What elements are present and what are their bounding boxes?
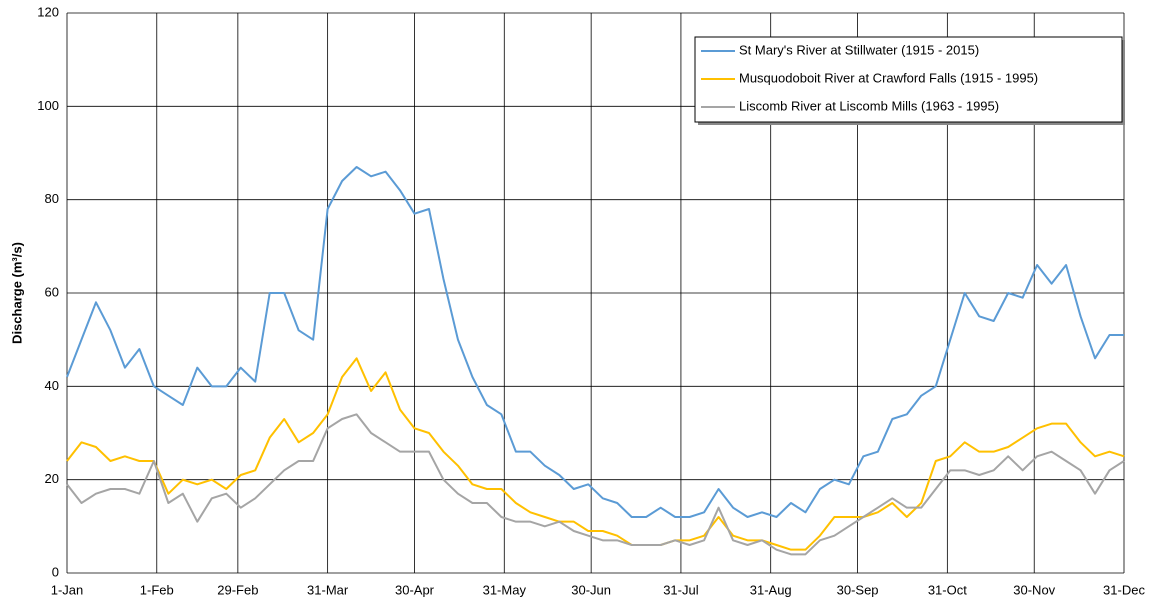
y-tick-label: 80 [45,191,59,206]
y-tick-label: 40 [45,378,59,393]
x-tick-label: 30-Apr [395,582,435,597]
series-line [66,166,1124,518]
legend-label: Musquodoboit River at Crawford Falls (19… [739,70,1038,85]
y-tick-label: 20 [45,471,59,486]
y-tick-label: 60 [45,284,59,299]
x-tick-label: 31-Dec [1103,582,1145,597]
x-tick-label: 31-Mar [307,582,349,597]
x-tick-label: 1-Jan [51,582,84,597]
legend-label: Liscomb River at Liscomb Mills (1963 - 1… [739,98,999,113]
legend-box [694,36,1123,123]
legend: St Mary's River at Stillwater (1915 - 20… [694,36,1125,125]
x-tick-label: 31-Jul [663,582,699,597]
x-tick-label: 30-Sep [837,582,879,597]
x-tick-label: 30-Nov [1013,582,1055,597]
y-tick-label: 100 [37,98,59,113]
x-tick-label: 30-Jun [571,582,611,597]
y-axis-label: Discharge (m³/s) [9,242,24,344]
x-tick-label: 31-May [483,582,527,597]
series-line [66,357,1125,551]
series-line [66,413,1125,556]
x-tick-label: 31-Oct [928,582,967,597]
y-tick-label: 0 [52,564,59,579]
legend-label: St Mary's River at Stillwater (1915 - 20… [739,42,979,57]
x-tick-label: 1-Feb [140,582,174,597]
y-tick-label: 120 [37,4,59,19]
x-tick-label: 31-Aug [750,582,792,597]
x-tick-label: 29-Feb [217,582,258,597]
